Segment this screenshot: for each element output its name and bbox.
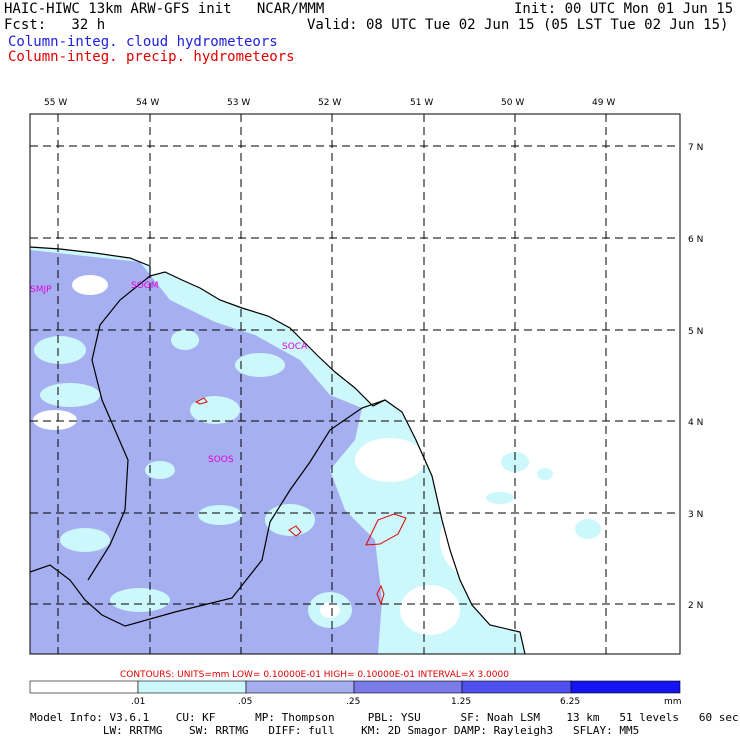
border-west [87, 275, 151, 581]
lat-label: 2 N [688, 601, 703, 611]
init-time: Init: 00 UTC Mon 01 Jun 15 [514, 1, 734, 17]
offshore-cloud [486, 452, 601, 539]
colorbar-units: mm [664, 697, 682, 707]
model-info-line1: Model Info: V3.6.1 CU: KF MP: Thompson P… [30, 711, 739, 724]
field-label-precip: Column-integ. precip. hydrometeors [8, 49, 295, 65]
coastline [30, 246, 526, 654]
station-label-sogm: SOGM [131, 281, 159, 291]
lon-label: 52 W [318, 98, 341, 108]
forecast-hour: Fcst: 32 h [4, 17, 106, 33]
lon-label: 55 W [44, 98, 67, 108]
station-labels: SMJP SOGM SOCA SOOS [30, 281, 308, 465]
precip-contours [194, 397, 407, 606]
lat-label: 4 N [688, 418, 703, 428]
lat-label: 3 N [688, 510, 703, 520]
lon-label: 49 W [592, 98, 615, 108]
colorbar-ticks: .01 .05 .25 1.25 6.25 mm [131, 697, 682, 707]
lat-labels: 7 N 6 N 5 N 4 N 3 N 2 N [688, 143, 703, 611]
colorbar [29, 680, 681, 694]
plot-title: HAIC-HIWC 13km ARW-GFS init NCAR/MMM [4, 1, 325, 17]
colorbar-tick: .25 [346, 697, 360, 707]
map-frame [29, 113, 681, 655]
contour-info: CONTOURS: UNITS=mm LOW= 0.10000E-01 HIGH… [120, 670, 509, 680]
colorbar-tick: .05 [238, 697, 252, 707]
lon-labels: 55 W 54 W 53 W 52 W 51 W 50 W 49 W [44, 98, 615, 108]
lat-label: 5 N [688, 327, 703, 337]
station-label-soca: SOCA [282, 342, 308, 352]
lon-label: 54 W [136, 98, 159, 108]
lon-label: 50 W [501, 98, 524, 108]
colorbar-tick: 1.25 [451, 697, 471, 707]
model-info-line2: LW: RRTMG SW: RRTMG DIFF: full KM: 2D Sm… [30, 724, 640, 737]
lat-lon-grid [30, 114, 680, 654]
colorbar-tick: 6.25 [560, 697, 580, 707]
lon-label: 53 W [227, 98, 250, 108]
colorbar-tick: .01 [131, 697, 145, 707]
shading-layer [30, 247, 525, 654]
station-label-smjp: SMJP [30, 285, 52, 295]
lat-label: 6 N [688, 235, 703, 245]
valid-time: Valid: 08 UTC Tue 02 Jun 15 (05 LST Tue … [307, 17, 729, 33]
lat-label: 7 N [688, 143, 703, 153]
field-label-cloud: Column-integ. cloud hydrometeors [8, 34, 278, 50]
lon-label: 51 W [410, 98, 433, 108]
station-label-soos: SOOS [208, 455, 234, 465]
